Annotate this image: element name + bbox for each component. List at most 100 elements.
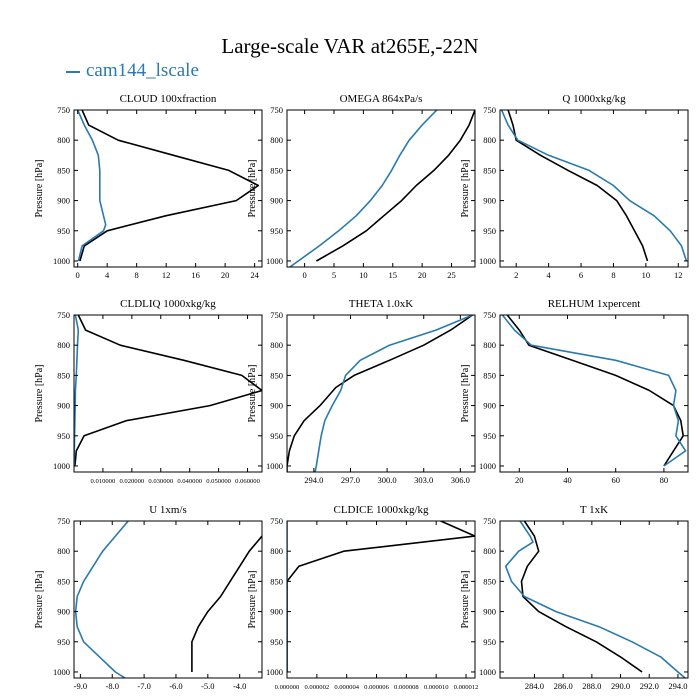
series-line-black <box>316 110 475 262</box>
y-tick-label: 1000 <box>53 256 70 266</box>
series-line-blue <box>504 521 686 678</box>
panel-title: CLOUD 100xfraction <box>120 93 217 105</box>
y-tick-label: 800 <box>270 546 283 556</box>
y-tick-label: 1000 <box>53 461 70 471</box>
y-axis-label: Pressure [hPa] <box>460 364 471 422</box>
x-tick-label: 24 <box>250 270 259 280</box>
legend-label: cam144_lscale <box>86 60 199 81</box>
x-tick-label: 0 <box>76 270 80 280</box>
series-line-blue <box>500 110 688 262</box>
y-axis-label: Pressure [hPa] <box>247 364 258 422</box>
panel-frame <box>73 520 263 679</box>
x-tick-label: 60 <box>611 475 620 485</box>
x-tick-label: 0.050000 <box>206 478 231 485</box>
x-tick-label: 6 <box>579 270 583 280</box>
y-tick-label: 1000 <box>479 461 496 471</box>
x-tick-label: 0.000008 <box>394 684 419 691</box>
y-tick-label: 800 <box>270 135 283 145</box>
x-tick-label: 294.0 <box>668 681 687 691</box>
y-tick-label: 1000 <box>479 667 496 677</box>
x-tick-label: 284.0 <box>525 681 544 691</box>
x-tick-label: 0.000012 <box>454 684 479 691</box>
x-tick-label: 10 <box>359 270 368 280</box>
x-tick-label: 0 <box>303 270 307 280</box>
x-tick-label: 294.0 <box>304 475 323 485</box>
panel-title: THETA 1.0xK <box>349 298 414 310</box>
legend: cam144_lscale <box>66 60 199 82</box>
y-tick-label: 850 <box>57 576 70 586</box>
x-tick-label: 0.020000 <box>119 478 144 485</box>
x-tick-label: 20 <box>221 270 230 280</box>
y-tick-label: 800 <box>57 135 70 145</box>
x-tick-label: 0.060000 <box>235 478 260 485</box>
series-line-black <box>191 535 262 672</box>
x-tick-label: 12 <box>162 270 171 280</box>
x-tick-label: 0.000004 <box>334 684 359 691</box>
series-line-blue <box>74 315 80 466</box>
series-line-black <box>74 315 262 467</box>
y-tick-label: 1000 <box>266 667 283 677</box>
x-tick-label: 0.000010 <box>424 684 449 691</box>
x-tick-label: 2 <box>514 270 518 280</box>
y-tick-label: 850 <box>270 576 283 586</box>
panel-frame <box>73 314 263 473</box>
x-tick-label: 10 <box>642 270 651 280</box>
y-tick-label: 750 <box>483 310 496 320</box>
x-tick-label: -9.0 <box>74 681 87 691</box>
panel-title: T 1xK <box>580 504 608 516</box>
y-tick-label: 900 <box>483 401 496 411</box>
x-tick-label: 15 <box>389 270 398 280</box>
series-line-blue <box>314 315 473 472</box>
y-tick-label: 900 <box>270 196 283 206</box>
y-tick-label: 850 <box>270 370 283 380</box>
y-tick-label: 850 <box>483 576 496 586</box>
x-tick-label: -8.0 <box>106 681 119 691</box>
x-tick-label: 40 <box>563 475 572 485</box>
y-tick-label: 900 <box>270 607 283 617</box>
x-tick-label: 0.000000 <box>275 684 300 691</box>
y-tick-label: 900 <box>483 607 496 617</box>
panel-frame <box>499 520 689 679</box>
panel-title: CLDICE 1000xkg/kg <box>333 504 429 516</box>
series-line-blue <box>501 315 687 467</box>
series-line-blue <box>289 110 438 267</box>
y-tick-label: 750 <box>270 310 283 320</box>
x-tick-label: 12 <box>674 270 683 280</box>
x-tick-label: -5.0 <box>201 681 214 691</box>
y-tick-label: 800 <box>270 340 283 350</box>
y-tick-label: 950 <box>57 226 70 236</box>
x-tick-label: 4 <box>546 270 551 280</box>
y-tick-label: 800 <box>483 340 496 350</box>
y-tick-label: 850 <box>57 370 70 380</box>
y-tick-label: 1000 <box>266 461 283 471</box>
y-tick-label: 750 <box>270 516 283 526</box>
x-tick-label: 8 <box>611 270 615 280</box>
x-tick-label: 303.0 <box>414 475 433 485</box>
panel-title: RELHUM 1xpercent <box>548 298 641 310</box>
x-tick-label: 288.0 <box>582 681 601 691</box>
series-line-black <box>520 521 643 673</box>
x-tick-label: 5 <box>332 270 336 280</box>
x-tick-label: -7.0 <box>137 681 150 691</box>
x-tick-label: 4 <box>105 270 110 280</box>
x-tick-label: 290.0 <box>611 681 630 691</box>
y-tick-label: 800 <box>483 546 496 556</box>
x-tick-label: 292.0 <box>640 681 659 691</box>
y-tick-label: 950 <box>270 431 283 441</box>
y-tick-label: 750 <box>57 105 70 115</box>
panel-frame <box>286 109 476 268</box>
y-tick-label: 800 <box>483 135 496 145</box>
y-tick-label: 1000 <box>479 256 496 266</box>
series-line-black <box>79 110 260 262</box>
y-tick-label: 950 <box>57 637 70 647</box>
y-axis-label: Pressure [hPa] <box>34 159 45 217</box>
x-tick-label: 300.0 <box>378 475 397 485</box>
y-axis-label: Pressure [hPa] <box>34 364 45 422</box>
x-tick-label: -6.0 <box>169 681 182 691</box>
x-tick-label: 25 <box>447 270 456 280</box>
x-tick-label: 286.0 <box>554 681 573 691</box>
x-tick-label: 8 <box>135 270 139 280</box>
chart-title: Large-scale VAR at265E,-22N <box>221 34 479 58</box>
y-tick-label: 750 <box>57 516 70 526</box>
x-tick-label: 0.040000 <box>177 478 202 485</box>
